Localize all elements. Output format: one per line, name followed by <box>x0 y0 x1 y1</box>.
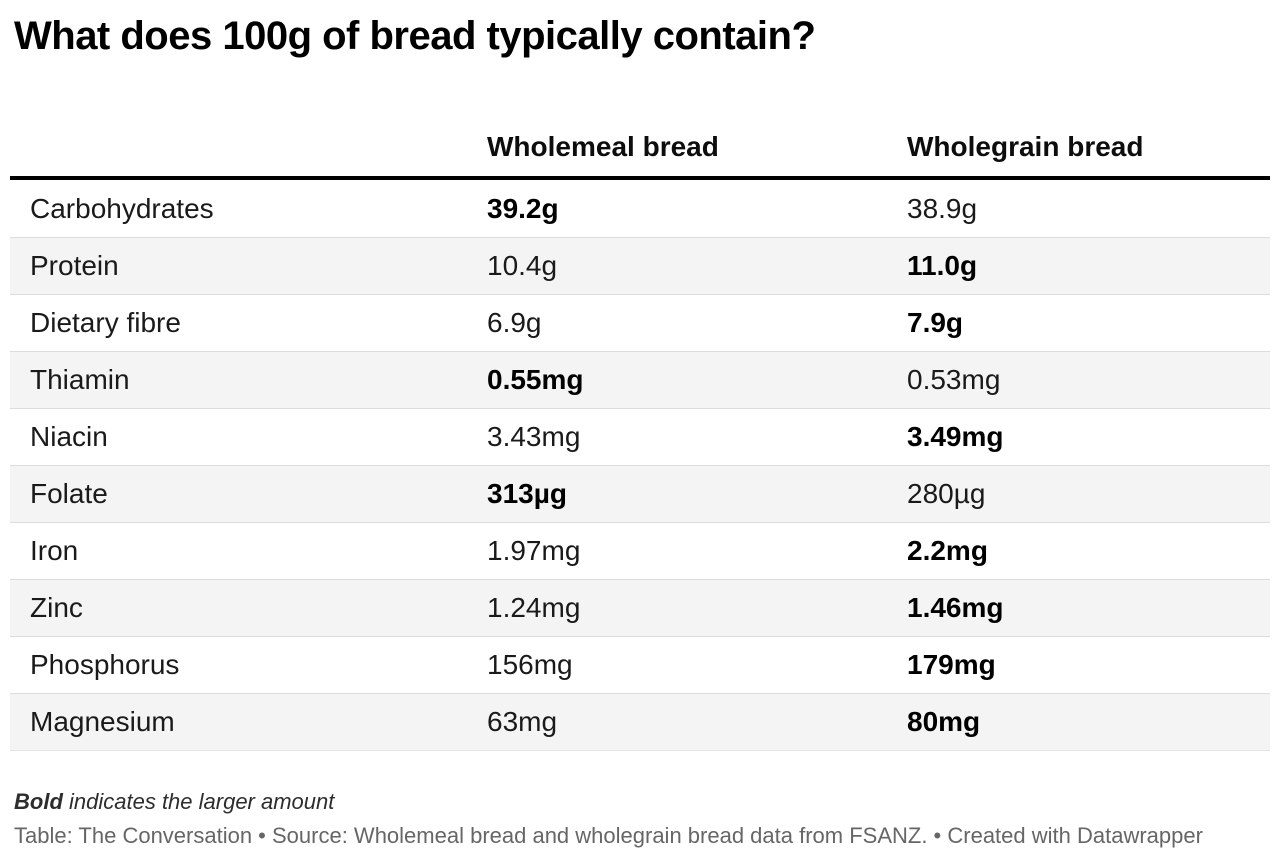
wholemeal-value: 156mg <box>487 649 573 680</box>
wholemeal-value: 10.4g <box>487 250 558 281</box>
nutrient-label: Magnesium <box>30 706 175 737</box>
wholemeal-value: 1.24mg <box>487 592 581 623</box>
table-row: Magnesium 63mg 80mg <box>10 693 1270 750</box>
table-row: Iron 1.97mg 2.2mg <box>10 522 1270 579</box>
datawrapper-table-page: What does 100g of bread typically contai… <box>0 12 1280 849</box>
note-bold-word: Bold <box>14 789 63 814</box>
wholemeal-value: 0.55mg <box>487 364 584 395</box>
column-header-nutrient <box>10 130 487 164</box>
table-row: Zinc 1.24mg 1.46mg <box>10 579 1270 636</box>
nutrition-table: Wholemeal bread Wholegrain bread Carbohy… <box>10 106 1270 751</box>
wholegrain-value: 2.2mg <box>907 535 988 566</box>
table-row: Phosphorus 156mg 179mg <box>10 636 1270 693</box>
wholegrain-value: 7.9g <box>907 307 964 338</box>
nutrient-label: Folate <box>30 478 108 509</box>
table-body: Carbohydrates 39.2g 38.9g Protein 10.4g … <box>10 180 1270 751</box>
table-row: Folate 313µg 280µg <box>10 465 1270 522</box>
wholemeal-value: 63mg <box>487 706 558 737</box>
nutrient-label: Niacin <box>30 421 108 452</box>
nutrient-label: Phosphorus <box>30 649 180 680</box>
wholegrain-value: 38.9g <box>907 192 978 224</box>
wholegrain-value: 179mg <box>907 649 996 680</box>
wholegrain-value: 280µg <box>907 478 986 509</box>
table-note: Bold indicates the larger amount <box>14 789 1266 815</box>
wholegrain-value: 80mg <box>907 706 981 737</box>
table-row: Dietary fibre 6.9g 7.9g <box>10 294 1270 351</box>
wholegrain-value: 11.0g <box>907 250 978 281</box>
wholemeal-value: 313µg <box>487 478 567 509</box>
wholemeal-value: 39.2g <box>487 192 559 224</box>
nutrient-label: Iron <box>30 535 79 566</box>
table-header-row: Wholemeal bread Wholegrain bread <box>10 106 1270 180</box>
wholegrain-value: 0.53mg <box>907 364 1001 395</box>
table-credits: Table: The Conversation • Source: Wholem… <box>14 823 1203 848</box>
column-header-wholemeal: Wholemeal bread <box>487 131 719 162</box>
nutrient-label: Dietary fibre <box>30 307 181 338</box>
table-row: Protein 10.4g 11.0g <box>10 237 1270 294</box>
wholemeal-value: 1.97mg <box>487 535 581 566</box>
wholemeal-value: 6.9g <box>487 307 542 338</box>
table-row: Thiamin 0.55mg 0.53mg <box>10 351 1270 408</box>
page-title: What does 100g of bread typically contai… <box>14 14 816 58</box>
nutrient-label: Protein <box>30 250 119 281</box>
wholegrain-value: 3.49mg <box>907 421 1004 452</box>
wholegrain-value: 1.46mg <box>907 592 1004 623</box>
nutrient-label: Carbohydrates <box>30 192 214 224</box>
table-row: Niacin 3.43mg 3.49mg <box>10 408 1270 465</box>
nutrient-label: Zinc <box>30 592 83 623</box>
table-row: Carbohydrates 39.2g 38.9g <box>10 180 1270 237</box>
column-header-wholegrain: Wholegrain bread <box>907 131 1144 162</box>
nutrient-label: Thiamin <box>30 364 130 395</box>
wholemeal-value: 3.43mg <box>487 421 581 452</box>
note-rest: indicates the larger amount <box>62 789 335 814</box>
